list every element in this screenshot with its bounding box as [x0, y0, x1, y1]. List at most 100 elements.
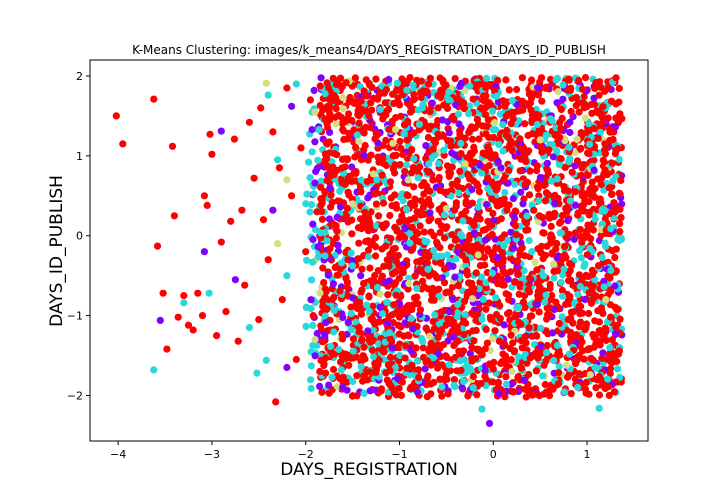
scatter-point: [366, 387, 374, 395]
scatter-point: [330, 307, 338, 315]
scatter-point: [313, 329, 321, 338]
scatter-point: [481, 372, 489, 380]
scatter-point: [591, 84, 599, 93]
scatter-point: [339, 313, 347, 322]
scatter-point: [515, 353, 523, 361]
scatter-point: [437, 326, 445, 334]
scatter-point: [428, 99, 436, 107]
scatter-point: [322, 288, 330, 296]
scatter-point: [469, 372, 477, 381]
scatter-point: [405, 274, 413, 282]
scatter-point: [489, 107, 497, 115]
scatter-point: [533, 120, 542, 129]
scatter-point: [573, 135, 581, 143]
scatter-point: [311, 352, 319, 360]
scatter-point: [376, 303, 384, 311]
scatter-point: [567, 314, 575, 322]
scatter-point: [338, 259, 346, 267]
scatter-point: [321, 330, 329, 339]
scatter-point: [358, 337, 366, 345]
scatter-point: [594, 134, 602, 142]
scatter-point: [309, 321, 317, 329]
y-axis-ticks: −2 −1 0 1 2: [67, 70, 90, 402]
scatter-point: [393, 79, 401, 87]
scatter-point: [577, 233, 585, 241]
scatter-point: [377, 156, 385, 164]
scatter-point: [419, 344, 427, 352]
scatter-point: [469, 327, 477, 335]
scatter-point: [478, 315, 486, 323]
scatter-point: [489, 248, 497, 256]
scatter-point: [392, 279, 400, 287]
scatter-point: [343, 378, 351, 386]
scatter-point: [445, 129, 453, 137]
scatter-point: [430, 296, 438, 304]
scatter-point: [482, 92, 490, 100]
scatter-point: [551, 191, 559, 199]
scatter-point: [398, 264, 406, 273]
scatter-point: [474, 251, 482, 259]
scatter-point: [334, 241, 342, 249]
scatter-point: [501, 189, 509, 197]
scatter-point: [485, 419, 494, 427]
scatter-point: [477, 351, 485, 359]
scatter-point: [587, 299, 596, 307]
scatter-point: [493, 202, 501, 210]
scatter-point: [437, 308, 445, 316]
scatter-point: [302, 303, 310, 311]
scatter-point: [364, 194, 372, 202]
scatter-point: [328, 295, 337, 303]
scatter-point: [382, 85, 391, 94]
scatter-point: [615, 236, 624, 245]
scatter-point: [502, 373, 510, 381]
scatter-point: [411, 201, 419, 209]
scatter-point: [438, 116, 446, 124]
scatter-point: [328, 158, 336, 166]
scatter-point: [498, 357, 506, 365]
scatter-point: [328, 373, 336, 381]
scatter-point: [348, 116, 356, 124]
scatter-point: [547, 222, 555, 230]
scatter-point: [575, 76, 583, 85]
scatter-point: [317, 229, 325, 237]
scatter-point: [451, 273, 459, 281]
scatter-point: [580, 100, 589, 108]
scatter-point: [555, 319, 563, 328]
scatter-point: [362, 223, 370, 231]
scatter-point: [580, 355, 588, 363]
scatter-point: [365, 292, 373, 300]
scatter-point: [460, 105, 468, 113]
scatter-point: [326, 245, 334, 253]
scatter-point: [592, 384, 600, 392]
scatter-point: [434, 333, 442, 341]
scatter-point: [484, 174, 492, 182]
scatter-point: [571, 149, 579, 157]
scatter-point: [538, 148, 546, 156]
scatter-point: [525, 370, 533, 379]
scatter-point: [487, 275, 495, 283]
scatter-point: [514, 373, 522, 381]
scatter-point: [510, 244, 518, 252]
scatter-point: [347, 326, 356, 334]
scatter-point: [606, 365, 615, 373]
scatter-point: [412, 344, 420, 352]
scatter-point: [595, 391, 604, 399]
scatter-point: [389, 90, 397, 98]
scatter-point: [600, 283, 608, 291]
scatter-point: [475, 285, 483, 293]
scatter-point: [374, 267, 382, 275]
scatter-point: [448, 231, 456, 239]
scatter-point: [607, 313, 615, 321]
scatter-point: [409, 325, 417, 333]
scatter-point: [397, 144, 405, 152]
scatter-point: [411, 195, 419, 203]
scatter-point: [506, 268, 515, 276]
scatter-point: [303, 256, 311, 264]
scatter-point: [410, 294, 419, 302]
scatter-point: [257, 104, 265, 112]
scatter-point: [604, 84, 613, 92]
scatter-point: [363, 177, 371, 186]
scatter-point: [581, 325, 589, 334]
scatter-point: [564, 373, 572, 381]
scatter-point: [316, 289, 324, 297]
